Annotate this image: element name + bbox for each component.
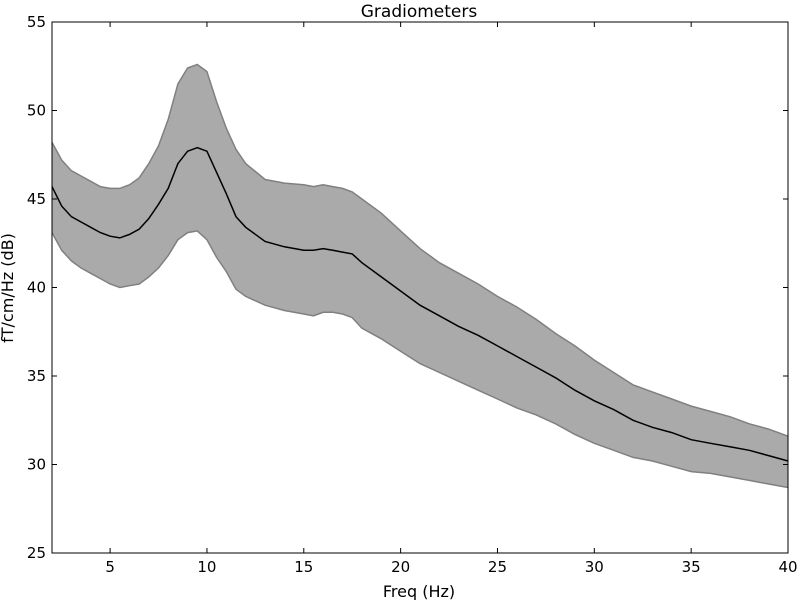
mean-line	[51, 146, 789, 462]
chart-title: Gradiometers	[361, 2, 478, 22]
x-tick-label: 20	[391, 558, 410, 576]
x-tick-label: 35	[682, 558, 701, 576]
y-tick-label: 40	[27, 279, 46, 297]
y-tick-label: 50	[27, 102, 46, 120]
confidence-band	[52, 64, 788, 488]
x-axis-label: Freq (Hz)	[383, 582, 455, 600]
x-axis: 5 10 15 20 25 30 35 40	[105, 22, 798, 576]
x-tick-label: 30	[585, 558, 604, 576]
y-tick-label: 30	[27, 456, 46, 474]
plot-area	[51, 63, 789, 489]
y-axis-label: fT/cm/Hz (dB)	[0, 233, 17, 343]
x-tick-label: 10	[197, 558, 216, 576]
x-tick-label: 15	[294, 558, 313, 576]
x-tick-label: 40	[778, 558, 797, 576]
y-tick-label: 35	[27, 367, 46, 385]
y-tick-label: 25	[27, 544, 46, 562]
y-tick-label: 45	[27, 190, 46, 208]
y-tick-label: 55	[27, 13, 46, 31]
x-tick-label: 25	[488, 558, 507, 576]
y-axis: 25 30 35 40 45 50 55	[27, 13, 788, 562]
band-upper-edge	[51, 63, 789, 437]
band-lower-edge	[51, 230, 789, 489]
x-tick-label: 5	[105, 558, 115, 576]
